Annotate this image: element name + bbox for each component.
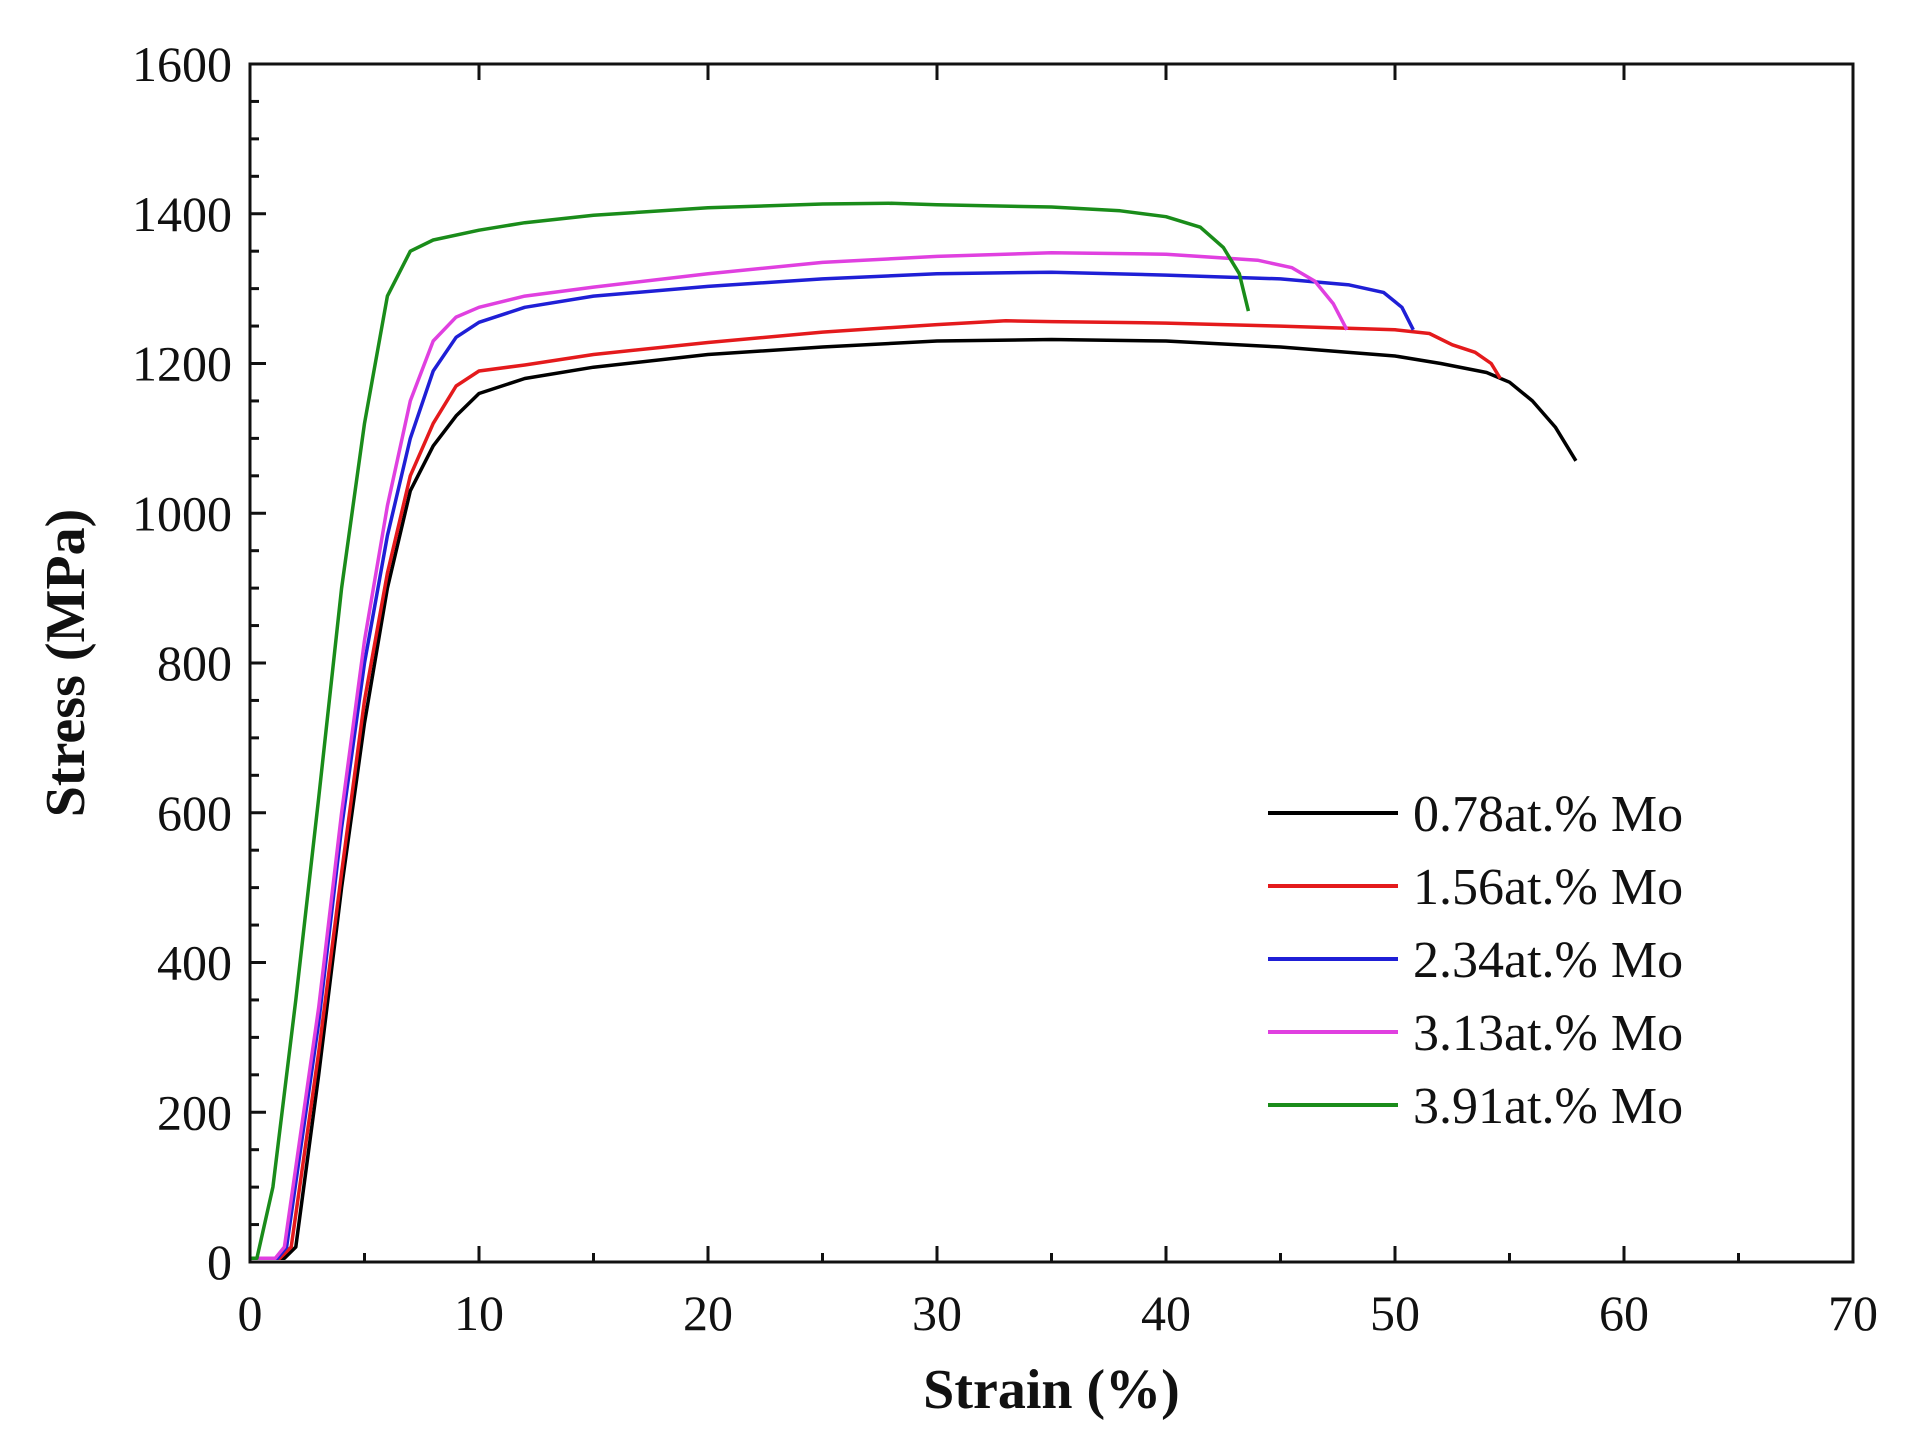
series-line-5 [250, 201, 1251, 1261]
x-tick-label: 60 [1599, 1285, 1649, 1341]
legend: 0.78at.% Mo 1.56at.% Mo 2.34at.% Mo 3.13at.… [1268, 786, 1683, 1135]
x-tick-label: 50 [1370, 1285, 1420, 1341]
x-tick-label: 10 [454, 1285, 504, 1341]
y-tick-label: 400 [157, 935, 232, 991]
y-tick-label: 1400 [132, 186, 232, 242]
series-line-2 [250, 319, 1502, 1261]
x-axis-title: Strain (%) [923, 1359, 1180, 1421]
series-line-1 [250, 337, 1578, 1261]
legend-label-5: 3.91at.% Mo [1413, 1078, 1683, 1135]
x-tick-label: 30 [912, 1285, 962, 1341]
legend-label-3: 2.34at.% Mo [1413, 932, 1683, 989]
y-tick-label: 0 [207, 1234, 232, 1290]
y-tick-label: 200 [157, 1084, 232, 1140]
series-lines [250, 201, 1578, 1261]
y-tick-label: 600 [157, 785, 232, 841]
legend-label-2: 1.56at.% Mo [1413, 859, 1683, 916]
y-axis-title: Stress (MPa) [35, 509, 97, 817]
x-tick-label: 40 [1141, 1285, 1191, 1341]
y-axis-ticks: 0 200 400 600 800 1000 1200 1400 1600 [132, 36, 266, 1290]
legend-label-1: 0.78at.% Mo [1413, 786, 1683, 843]
x-tick-label: 70 [1828, 1285, 1878, 1341]
y-tick-label: 800 [157, 635, 232, 691]
x-tick-label: 20 [683, 1285, 733, 1341]
legend-label-4: 3.13at.% Mo [1413, 1005, 1683, 1062]
series-line-3 [250, 270, 1415, 1261]
x-tick-label: 0 [238, 1285, 263, 1341]
y-tick-label: 1600 [132, 36, 232, 92]
plot-frame [248, 62, 1855, 1264]
y-tick-label: 1000 [132, 485, 232, 541]
series-line-4 [250, 250, 1349, 1261]
x-axis-ticks: 0 10 20 30 40 50 60 70 [238, 64, 1878, 1341]
y-tick-label: 1200 [132, 336, 232, 392]
